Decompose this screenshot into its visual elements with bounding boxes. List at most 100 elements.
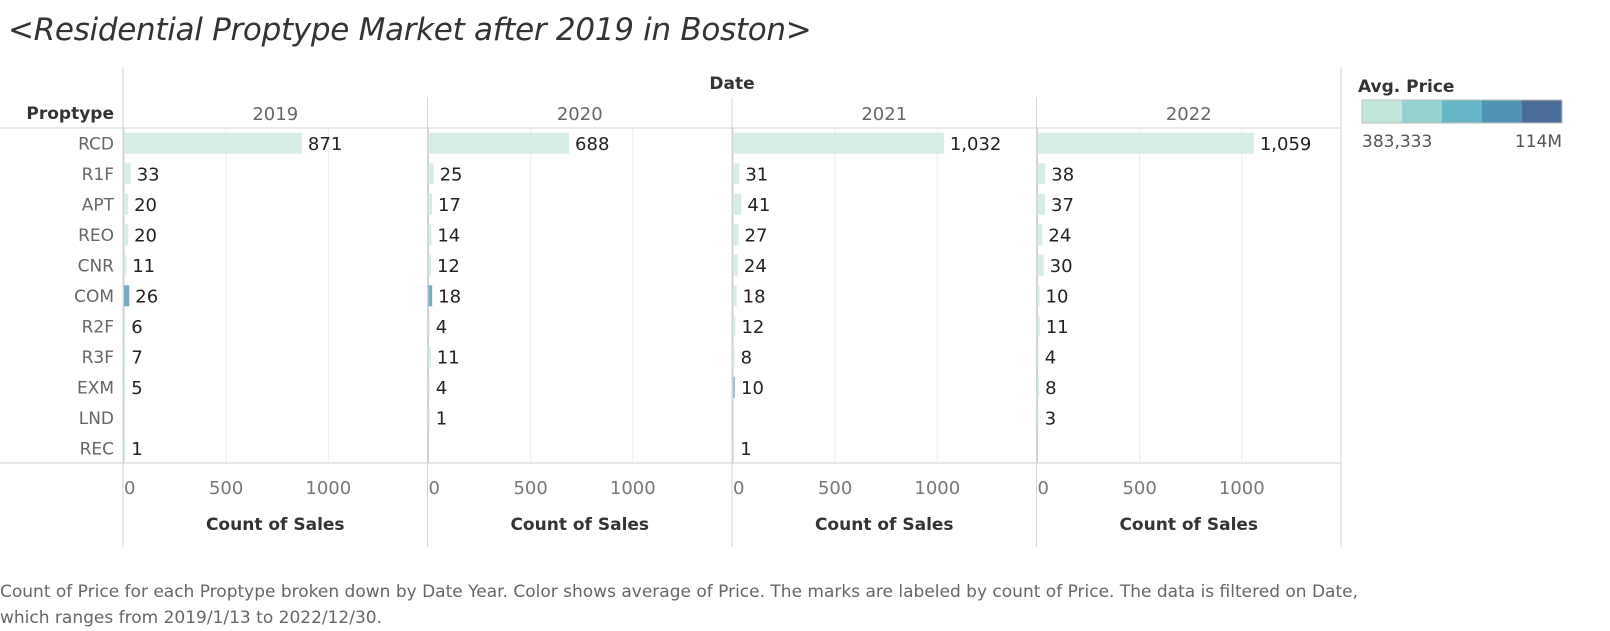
bar-2020-exm [428, 376, 430, 398]
data-label: 30 [1050, 256, 1073, 277]
data-label: 38 [1051, 164, 1074, 185]
legend-max-label: 114M [1515, 132, 1562, 152]
bar-2020-cnr [428, 254, 431, 276]
data-label: 4 [436, 317, 447, 338]
legend-swatch [1362, 100, 1403, 123]
chart-footnote: Count of Price for each Proptype broken … [0, 582, 1358, 628]
x-tick-label: 0 [1038, 478, 1049, 499]
bar-2021-cnr [733, 254, 738, 276]
data-label: 4 [1045, 347, 1056, 368]
data-label: 20 [134, 225, 157, 246]
x-tick-label: 1000 [305, 478, 351, 499]
data-label: 12 [437, 256, 460, 277]
data-label: 4 [436, 378, 447, 399]
legend-swatch [1522, 100, 1563, 123]
bar-2019-cnr [124, 254, 127, 276]
category-label-r2f: R2F [82, 317, 114, 337]
category-label-exm: EXM [77, 378, 114, 398]
bar-2019-rec [124, 437, 126, 459]
category-label-com: COM [74, 287, 114, 307]
bar-2022-r1f [1037, 163, 1046, 185]
category-label-reo: REO [78, 226, 114, 246]
data-label: 1,059 [1260, 134, 1312, 155]
column-header-2019: 2019 [252, 104, 298, 125]
data-label: 1,032 [950, 134, 1002, 155]
bar-2019-reo [124, 224, 129, 246]
x-tick-label: 1000 [914, 478, 960, 499]
x-tick-label: 500 [1122, 478, 1156, 499]
x-tick-label: 1000 [1219, 478, 1265, 499]
legend-swatch [1402, 100, 1443, 123]
category-label-rcd: RCD [78, 134, 114, 154]
bar-2022-lnd [1037, 407, 1039, 429]
column-header-2020: 2020 [557, 104, 603, 125]
x-axis-title: Count of Sales [206, 515, 345, 535]
data-label: 31 [745, 164, 768, 185]
bar-2020-com [428, 285, 433, 307]
bar-2019-com [124, 285, 130, 307]
data-label: 10 [1046, 286, 1069, 307]
data-label: 6 [131, 317, 142, 338]
bar-2022-cnr [1037, 254, 1044, 276]
data-label: 1 [436, 408, 447, 429]
category-label-r1f: R1F [82, 165, 114, 185]
bar-2021-com [733, 285, 737, 307]
data-label: 27 [745, 225, 768, 246]
bar-2021-exm [733, 376, 736, 398]
legend-title: Avg. Price [1358, 77, 1454, 97]
legend-swatch [1442, 100, 1483, 123]
bar-2020-lnd [428, 407, 430, 429]
data-label: 5 [131, 378, 142, 399]
bar-2019-r2f [124, 315, 126, 337]
x-axis-title: Count of Sales [815, 515, 954, 535]
chart-title: <Residential Proptype Market after 2019 … [8, 12, 812, 48]
bar-2021-reo [733, 224, 739, 246]
column-header-2021: 2021 [861, 104, 907, 125]
bar-2021-r1f [733, 163, 740, 185]
bar-2019-rcd [124, 132, 302, 154]
row-header-proptype: Proptype [26, 104, 114, 124]
x-tick-label: 0 [429, 478, 440, 499]
x-tick-label: 500 [209, 478, 243, 499]
x-tick-label: 1000 [610, 478, 656, 499]
bar-2021-rec [733, 437, 735, 459]
x-tick-label: 0 [733, 478, 744, 499]
x-tick-label: 500 [513, 478, 547, 499]
data-label: 24 [744, 256, 767, 277]
bar-2019-r3f [124, 346, 126, 368]
bar-2020-r3f [428, 346, 431, 368]
data-label: 17 [438, 195, 461, 216]
legend-frame [1361, 99, 1563, 124]
x-axis-title: Count of Sales [1119, 515, 1258, 535]
category-label-cnr: CNR [78, 256, 115, 276]
data-label: 25 [440, 164, 463, 185]
data-label: 1 [740, 439, 751, 460]
category-label-r3f: R3F [82, 348, 114, 368]
data-label: 871 [308, 134, 342, 155]
bar-2022-r2f [1037, 315, 1040, 337]
bar-2022-rcd [1037, 132, 1254, 154]
data-label: 8 [741, 347, 752, 368]
data-label: 14 [437, 225, 460, 246]
legend-swatch [1482, 100, 1523, 123]
x-tick-label: 0 [124, 478, 135, 499]
data-label: 18 [743, 286, 766, 307]
bar-2020-apt [428, 193, 432, 215]
data-label: 8 [1045, 378, 1056, 399]
bar-2021-r2f [733, 315, 736, 337]
data-label: 18 [438, 286, 461, 307]
data-label: 688 [575, 134, 609, 155]
data-label: 41 [747, 195, 770, 216]
bar-2020-r1f [428, 163, 434, 185]
category-label-rec: REC [80, 439, 114, 459]
data-label: 11 [1046, 317, 1069, 338]
data-label: 37 [1051, 195, 1074, 216]
column-header-date: Date [709, 74, 754, 94]
data-label: 11 [437, 347, 460, 368]
data-label: 24 [1048, 225, 1071, 246]
x-tick-label: 500 [818, 478, 852, 499]
x-axis-title: Count of Sales [510, 515, 649, 535]
data-label: 10 [741, 378, 764, 399]
data-label: 12 [741, 317, 764, 338]
